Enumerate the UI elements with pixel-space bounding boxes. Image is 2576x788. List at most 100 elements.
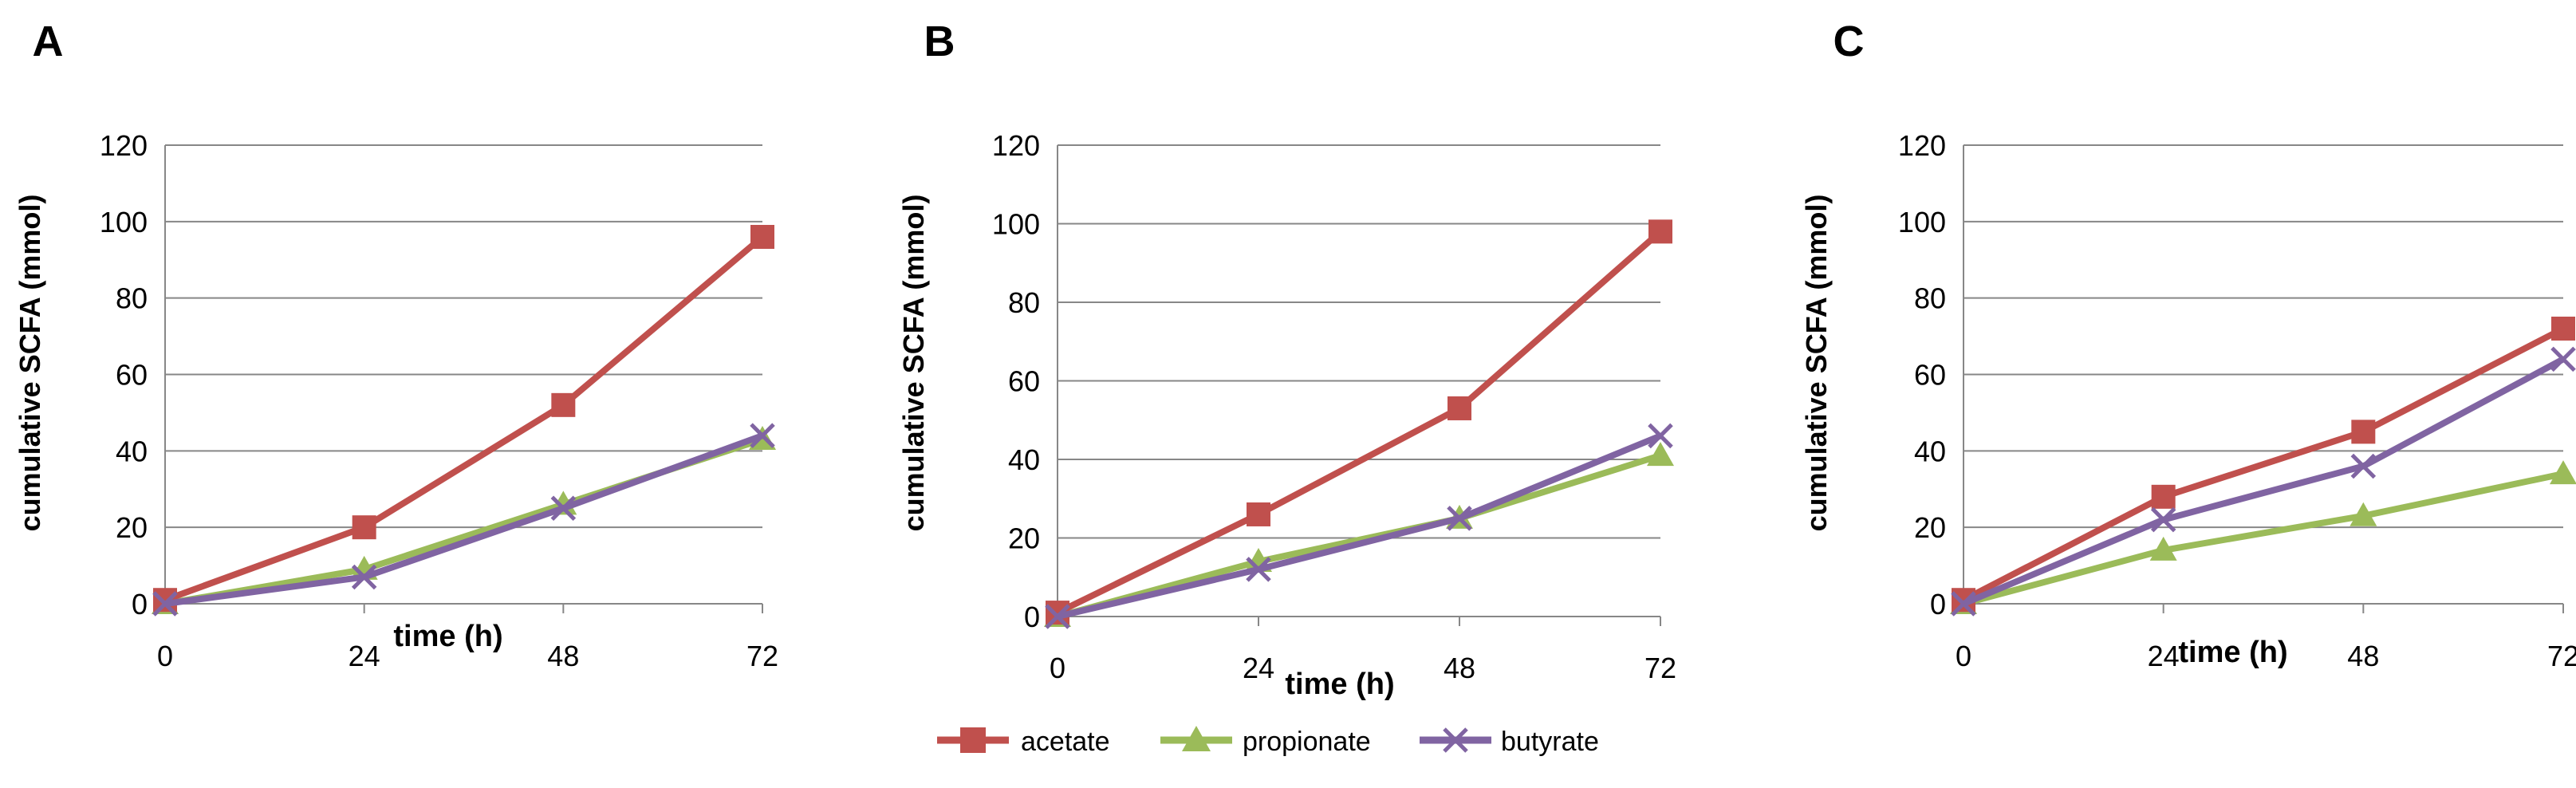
data-point-acetate: [2151, 484, 2176, 509]
series-group: [152, 225, 776, 617]
grid: [1057, 144, 1661, 626]
panel-c: C cumulative SCFA (mmol) time (h) 0 20 40 6…: [1800, 18, 2576, 672]
y-axis-title: cumulative SCFA (mmol): [1800, 195, 1833, 532]
y-tick-label: 120: [992, 129, 1040, 162]
x-tick-label: 0: [157, 640, 173, 672]
x-tick-labels: 0 24 48 72: [157, 640, 778, 672]
x-tick-label: 0: [1050, 652, 1065, 684]
x-tick-label: 24: [2148, 640, 2180, 672]
y-tick-label: 60: [116, 359, 148, 392]
series-line-acetate: [163, 234, 765, 603]
data-point-butyrate: [1045, 604, 1070, 629]
y-tick-label: 80: [1914, 282, 1946, 315]
y-tick-label: 80: [1008, 286, 1040, 319]
x-tick-label: 48: [547, 640, 579, 672]
y-tick-label: 0: [1930, 588, 1946, 621]
data-point-acetate: [1448, 396, 1471, 420]
x-tick-label: 48: [2347, 640, 2379, 672]
data-point-butyrate: [152, 591, 178, 617]
legend: acetate propionate butyrate: [937, 726, 1599, 757]
x-tick-labels: 0 24 48 72: [1050, 652, 1676, 684]
data-point-propionate: [2350, 502, 2377, 526]
y-tick-label: 40: [116, 435, 148, 467]
x-tick-label: 72: [2547, 640, 2576, 672]
data-point-butyrate: [2150, 506, 2176, 533]
legend-marker-acetate: [960, 727, 986, 753]
series-line-butyrate: [1057, 432, 1662, 620]
y-tick-labels: 0 20 40 60 80 100 120: [1898, 129, 1946, 621]
y-tick-label: 100: [992, 208, 1040, 241]
series-group: [1950, 317, 2576, 617]
data-point-acetate: [750, 225, 774, 249]
x-tick-label: 48: [1444, 652, 1475, 684]
y-tick-label: 100: [1898, 206, 1946, 238]
y-tick-label: 40: [1008, 443, 1040, 476]
grid: [164, 144, 763, 613]
x-tick-label: 72: [746, 640, 778, 672]
series-line-acetate: [1962, 325, 2565, 603]
legend-item-butyrate: butyrate: [1420, 727, 1599, 757]
y-tick-labels: 0 20 40 60 80 100 120: [100, 129, 148, 621]
y-axis-title: cumulative SCFA (mmol): [897, 195, 930, 532]
data-point-propionate: [1647, 442, 1674, 467]
y-tick-label: 60: [1008, 365, 1040, 398]
y-tick-label: 80: [116, 282, 148, 315]
y-tick-label: 60: [1914, 359, 1946, 392]
data-point-butyrate: [1246, 557, 1271, 582]
x-axis-title: time (h): [2178, 636, 2287, 669]
grid: [1963, 144, 2564, 613]
data-point-acetate: [551, 392, 576, 417]
legend-item-propionate: propionate: [1160, 726, 1371, 757]
data-point-acetate: [352, 515, 376, 540]
data-point-propionate: [2149, 536, 2177, 561]
y-tick-label: 20: [116, 511, 148, 544]
panel-b: B cumulative SCFA (mmol) time (h) 0 20 40 6…: [897, 18, 1676, 701]
panel-a: A cumulative SCFA (mmol) time (h) 0 20 40 6…: [14, 18, 778, 672]
y-tick-labels: 0 20 40 60 80 100 120: [992, 129, 1040, 633]
data-point-butyrate: [2550, 346, 2576, 372]
legend-label-acetate: acetate: [1021, 727, 1110, 757]
y-tick-label: 0: [1024, 601, 1040, 633]
x-tick-label: 72: [1644, 652, 1676, 684]
data-point-acetate: [2551, 317, 2575, 341]
y-tick-label: 120: [100, 129, 148, 162]
series-line-butyrate: [164, 432, 764, 607]
series-line-propionate: [1056, 452, 1662, 620]
legend-label-propionate: propionate: [1243, 727, 1371, 757]
legend-marker-propionate: [1182, 726, 1211, 751]
x-tick-label: 0: [1956, 640, 1971, 672]
x-axis-title: time (h): [393, 620, 502, 653]
legend-label-butyrate: butyrate: [1501, 727, 1599, 757]
data-point-acetate: [1247, 502, 1270, 526]
data-point-propionate: [2550, 460, 2576, 485]
x-tick-labels: 0 24 48 72: [1956, 640, 2576, 672]
data-point-butyrate: [2350, 453, 2377, 479]
data-point-butyrate: [351, 564, 377, 590]
series-group: [1044, 219, 1674, 629]
x-tick-label: 24: [349, 640, 380, 672]
legend-marker-butyrate: [1443, 727, 1468, 753]
x-tick-label: 24: [1243, 652, 1274, 684]
panel-label: A: [33, 18, 64, 65]
data-point-butyrate: [750, 423, 775, 448]
data-point-butyrate: [1648, 423, 1673, 449]
y-tick-label: 20: [1008, 522, 1040, 555]
data-point-butyrate: [1951, 591, 1976, 617]
series-line-acetate: [1056, 229, 1663, 616]
panel-label: B: [924, 18, 955, 65]
data-point-acetate: [1648, 219, 1672, 244]
y-axis-title: cumulative SCFA (mmol): [14, 195, 46, 532]
data-point-butyrate: [550, 495, 577, 521]
data-point-butyrate: [1447, 506, 1472, 531]
series-line-butyrate: [1962, 356, 2565, 607]
panel-label: C: [1834, 18, 1865, 65]
y-tick-label: 100: [100, 206, 148, 238]
y-tick-label: 120: [1898, 129, 1946, 162]
data-point-acetate: [2351, 420, 2376, 444]
series-line-propionate: [1962, 471, 2564, 607]
y-tick-label: 0: [132, 588, 148, 621]
legend-item-acetate: acetate: [937, 727, 1110, 757]
y-tick-label: 20: [1914, 511, 1946, 544]
